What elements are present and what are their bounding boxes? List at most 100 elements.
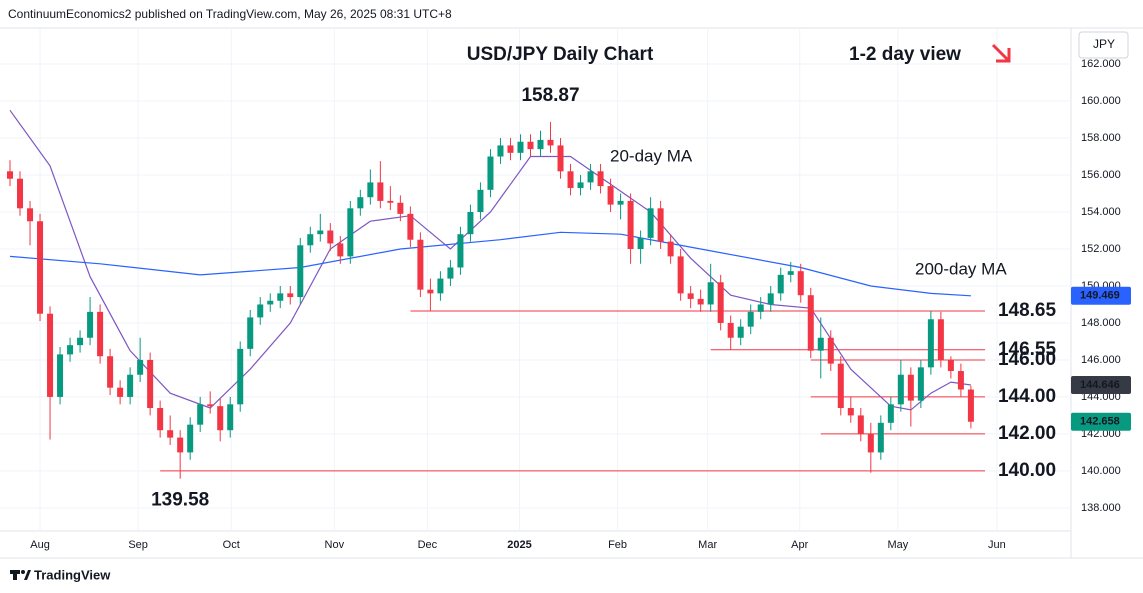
candle-body [367,182,374,198]
x-tick-label: Apr [791,539,808,551]
candle-body [717,282,724,323]
level-label: 146.00 [998,349,1056,370]
candle-body [737,326,744,338]
candle-body [447,267,454,279]
candle-body [377,182,384,201]
candle-body [207,404,214,407]
candle-body [137,359,144,375]
candle-body [277,293,284,301]
candle-body [227,404,234,431]
candle-body [417,239,424,290]
x-tick-label: Mar [698,539,717,551]
candle-body [887,404,894,423]
candle-body [237,348,244,405]
candle-body [767,293,774,305]
y-tick-label: 162.000 [1081,58,1121,70]
candle-body [397,202,404,214]
candle-body [127,374,134,397]
candle-body [217,406,224,431]
candle-body [57,354,64,397]
x-tick-label: Dec [418,539,438,551]
candle-body [597,171,604,187]
candle-body [337,243,344,257]
y-tick-label: 146.000 [1081,354,1121,366]
candle-body [657,208,664,242]
candle-body [267,300,274,305]
candle-body [7,171,14,179]
candle-body [617,200,624,205]
candle-body [147,359,154,409]
level-label: 148.65 [998,300,1057,321]
candle-body [287,293,294,298]
price-tag [1071,286,1131,305]
moving-average-line [9,231,971,297]
candle-body [627,200,634,249]
x-tick-label: Sep [128,539,148,551]
x-tick-label: Jun [988,539,1006,551]
candle-body [177,437,184,453]
low-annotation: 139.58 [151,490,209,511]
candle-body [897,374,904,405]
header: ContinuumEconomics2 published on Trading… [8,7,452,21]
candle-body [17,178,24,209]
candle-body [487,156,494,190]
candle-body [557,145,564,172]
level-label: 142.00 [998,423,1056,444]
price-tag-label: 149.469 [1080,290,1120,302]
candle-body [787,271,794,275]
candle-body [797,271,804,296]
x-tick-label: Nov [325,539,345,551]
candle-body [407,213,414,240]
y-tick-label: 140.000 [1081,465,1121,477]
candle-body [577,182,584,188]
candle-body [87,311,94,338]
series-label: 20-day MA [610,146,693,165]
y-tick-label: 152.000 [1081,243,1121,255]
candle-body [687,293,694,299]
chart-subtitle: 1-2 day view [849,44,961,65]
candle-body [727,322,734,338]
candle-body [77,337,84,346]
candle-body [27,208,34,222]
candle-body [807,295,814,351]
y-tick-label: 160.000 [1081,95,1121,107]
candle-body [837,363,844,409]
candle-body [827,337,834,364]
currency: JPY [1093,37,1115,51]
candle-body [467,212,474,235]
candle-body [867,433,874,453]
x-tick-label: Feb [608,539,627,551]
candle-body [37,221,44,314]
candle-body [877,422,884,453]
candle-body [847,408,854,416]
y-tick-label: 154.000 [1081,206,1121,218]
candle-body [747,311,754,327]
candle-body [517,141,524,153]
x-tick-label: Aug [30,539,50,551]
candle-body [427,289,434,294]
candle-body [697,298,704,305]
candle-body [387,200,394,203]
candle-body [67,345,74,355]
candle-body [817,337,824,351]
y-tick-label: 142.000 [1081,428,1121,440]
level-label: 146.55 [998,339,1057,360]
candle-body [327,230,334,244]
price-tag [1071,375,1131,394]
candle-body [647,208,654,238]
candle-body [117,387,124,397]
candle-body [927,319,934,368]
candle-body [607,186,614,205]
price-tag [1071,412,1131,431]
candle-body [757,304,764,312]
chart-title: USD/JPY Daily Chart [467,44,654,65]
logo [10,570,31,580]
price-tag-label: 142.658 [1080,416,1120,428]
x-tick-label: May [887,539,908,551]
high-annotation: 158.87 [521,85,579,106]
candle-body [527,141,534,150]
candle-body [357,197,364,209]
